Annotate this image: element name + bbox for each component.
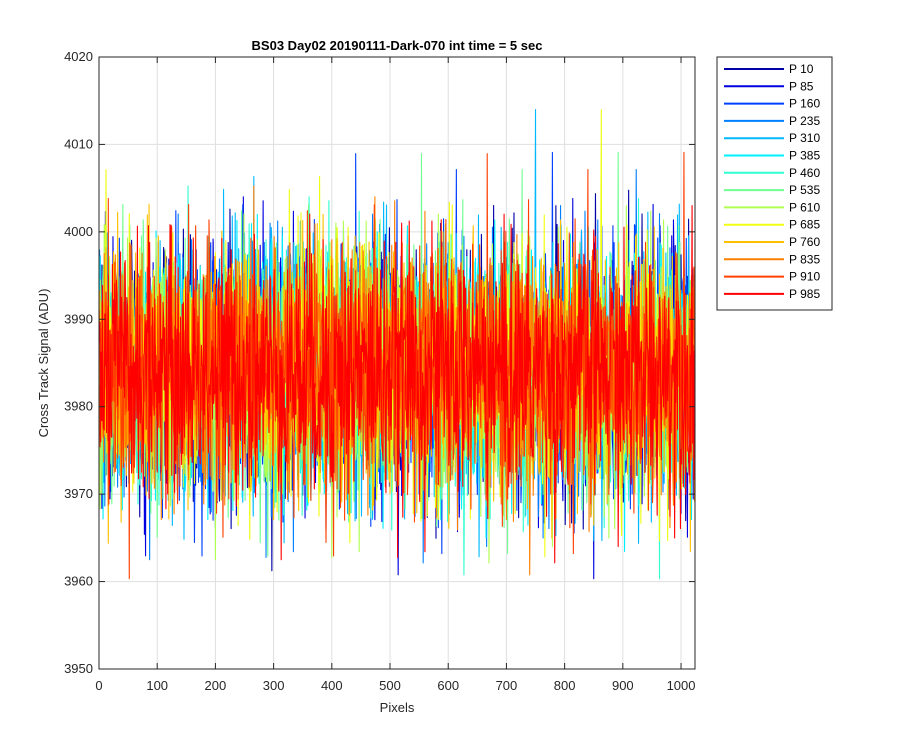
x-tick-label: 600 [437,678,459,693]
y-axis-label: Cross Track Signal (ADU) [36,289,51,438]
legend-label: P 610 [789,200,820,214]
plot-frame [98,56,696,670]
x-tick-label: 400 [321,678,343,693]
series-line-p985 [99,204,696,564]
legend-label: P 385 [789,149,820,163]
y-tick-label: 3980 [64,399,93,414]
legend-label: P 685 [789,218,820,232]
legend-label: P 985 [789,287,820,301]
x-tick-label: 700 [496,678,518,693]
x-axis-label: Pixels [380,700,415,715]
y-tick-label: 3990 [64,311,93,326]
x-tick-label: 1000 [667,678,696,693]
y-tick-label: 3950 [64,661,93,676]
legend-label: P 235 [789,114,820,128]
chart-title: BS03 Day02 20190111-Dark-070 int time = … [252,38,543,53]
legend: P 10 P 85 P 160 P 235 P 310 P 385 P 460 P 535 P … [716,56,833,311]
legend-label: P 310 [789,131,820,145]
legend-label: P 160 [789,97,820,111]
x-tick-label: 800 [554,678,576,693]
x-tick-label: 500 [379,678,401,693]
legend-label: P 10 [789,62,814,76]
x-axis: 0 100 200 300 400 500 600 700 800 900 1000 [95,57,695,693]
y-tick-label: 4000 [64,224,93,239]
legend-label: P 85 [789,79,814,93]
legend-label: P 910 [789,270,820,284]
x-tick-label: 900 [612,678,634,693]
y-tick-label: 3970 [64,486,93,501]
legend-label: P 760 [789,235,820,249]
y-tick-label: 3960 [64,574,93,589]
x-tick-label: 0 [95,678,102,693]
series-lines [99,109,696,580]
y-tick-label: 4010 [64,136,93,151]
y-axis: 3950 3960 3970 3980 3990 4000 4010 4020 [64,49,695,676]
x-tick-label: 100 [146,678,168,693]
x-tick-label: 300 [263,678,285,693]
legend-label: P 835 [789,252,820,266]
legend-label: P 460 [789,166,820,180]
x-tick-label: 200 [205,678,227,693]
legend-box [716,56,833,311]
legend-label: P 535 [789,183,820,197]
y-tick-label: 4020 [64,49,93,64]
